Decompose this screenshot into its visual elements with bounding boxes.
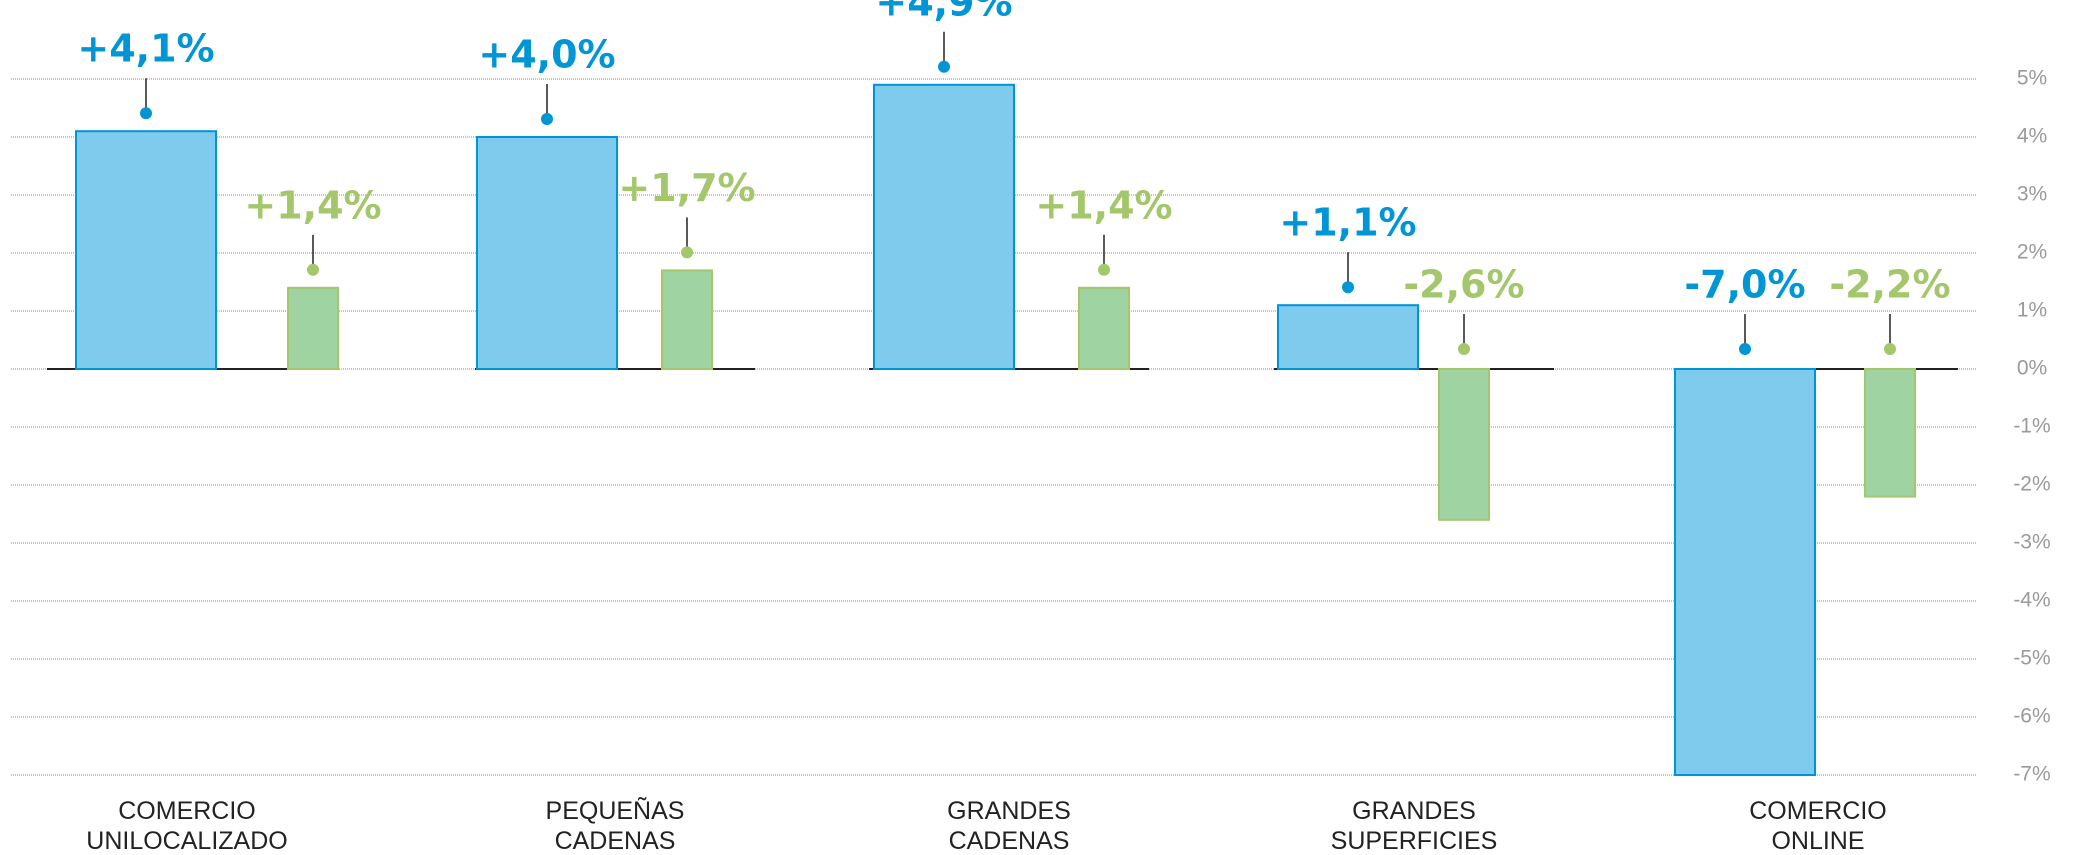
value-label: +4,9%	[875, 0, 1012, 24]
category-line: COMERCIO	[1749, 797, 1887, 825]
value-label: +1,4%	[1035, 183, 1172, 227]
bar	[661, 269, 713, 370]
category-line: COMERCIO	[118, 797, 256, 825]
label-dot	[1884, 343, 1896, 355]
bar	[476, 136, 618, 370]
label-dot	[541, 113, 553, 125]
bar	[1864, 368, 1916, 498]
y-tick-label: 5%	[2017, 67, 2047, 90]
y-tick-label: 0%	[2017, 357, 2047, 380]
category-label: PEQUEÑAS CADENAS	[546, 796, 685, 855]
category-line: GRANDES	[1352, 797, 1476, 825]
y-tick-label: 4%	[2017, 125, 2047, 148]
value-label: -2,2%	[1829, 263, 1950, 307]
y-tick-label: 1%	[2017, 299, 2047, 322]
label-dot	[140, 107, 152, 120]
value-label: +4,0%	[478, 33, 615, 77]
label-dot	[1739, 343, 1751, 355]
y-tick-label: -4%	[2013, 589, 2050, 612]
value-label: -7,0%	[1684, 263, 1805, 307]
value-label: +1,1%	[1279, 201, 1416, 245]
value-label: +4,1%	[77, 27, 214, 71]
category-line: UNILOCALIZADO	[86, 827, 287, 855]
y-tick-label: -6%	[2013, 705, 2050, 728]
bar	[75, 130, 217, 370]
bar	[287, 286, 339, 370]
category-label: COMERCIO ONLINE	[1749, 797, 1887, 855]
label-dot	[938, 60, 950, 73]
bar	[1438, 368, 1490, 521]
category-line: GRANDES	[947, 797, 1071, 825]
y-tick-label: -1%	[2013, 415, 2050, 438]
category-line: CADENAS	[555, 827, 676, 855]
category-label: COMERCIO UNILOCALIZADO	[86, 797, 287, 855]
bar	[1674, 368, 1816, 776]
category-label: GRANDES SUPERFICIES	[1331, 797, 1498, 855]
y-tick-label: -5%	[2013, 647, 2050, 670]
category-line: CADENAS	[949, 827, 1070, 855]
label-dot	[1342, 281, 1354, 294]
value-label: +1,4%	[244, 183, 381, 227]
y-tick-label: 3%	[2017, 183, 2047, 206]
label-dot	[681, 246, 693, 259]
label-dot	[307, 263, 319, 276]
y-tick-label: -7%	[2013, 763, 2050, 786]
y-tick-label: -2%	[2013, 473, 2050, 496]
category-line: PEQUEÑAS	[546, 796, 685, 825]
category-line: ONLINE	[1771, 827, 1864, 855]
bar	[873, 83, 1015, 371]
y-tick-label: 2%	[2017, 241, 2047, 264]
label-dot	[1098, 263, 1110, 276]
bar	[1078, 286, 1130, 370]
label-dot	[1458, 343, 1470, 355]
value-label: -2,6%	[1403, 263, 1524, 307]
bar	[1277, 304, 1419, 371]
value-label: +1,7%	[618, 166, 755, 210]
category-line: SUPERFICIES	[1331, 827, 1498, 855]
y-tick-label: -3%	[2013, 531, 2050, 554]
category-label: GRANDES CADENAS	[947, 797, 1071, 855]
